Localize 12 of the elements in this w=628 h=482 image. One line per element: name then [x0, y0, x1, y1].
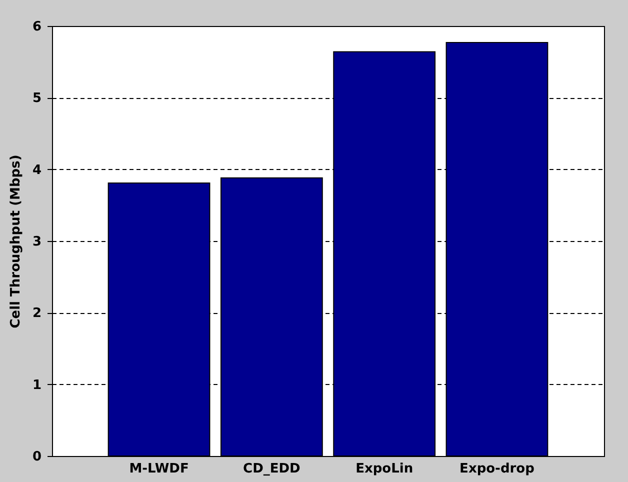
y-tick-label: 1: [32, 378, 42, 393]
x-tick-label: ExpoLin: [356, 462, 414, 476]
y-tick-label: 6: [32, 20, 42, 34]
y-tick-label: 5: [32, 91, 42, 106]
y-axis-title: Cell Throughput (Mbps): [8, 154, 24, 328]
x-tick-label: CD_EDD: [243, 462, 301, 476]
y-tick-label: 2: [32, 306, 42, 322]
y-tick-label: 0: [32, 450, 42, 464]
x-tick-label: M-LWDF: [129, 462, 189, 476]
y-tick-label: 4: [32, 162, 42, 178]
y-tick-label: 3: [32, 234, 42, 250]
x-tick-label: Expo-drop: [460, 462, 534, 476]
